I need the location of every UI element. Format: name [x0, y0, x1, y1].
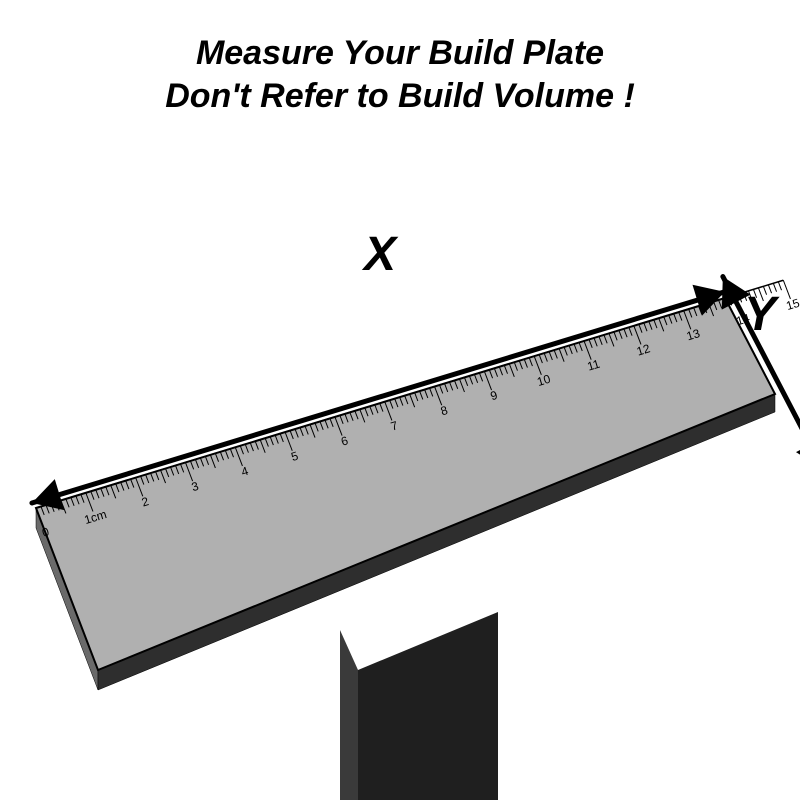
- svg-text:X: X: [361, 228, 399, 281]
- diagram-svg: 01cm23456789101112131415XY: [0, 0, 800, 800]
- svg-text:15: 15: [784, 296, 800, 313]
- svg-text:Y: Y: [744, 288, 780, 341]
